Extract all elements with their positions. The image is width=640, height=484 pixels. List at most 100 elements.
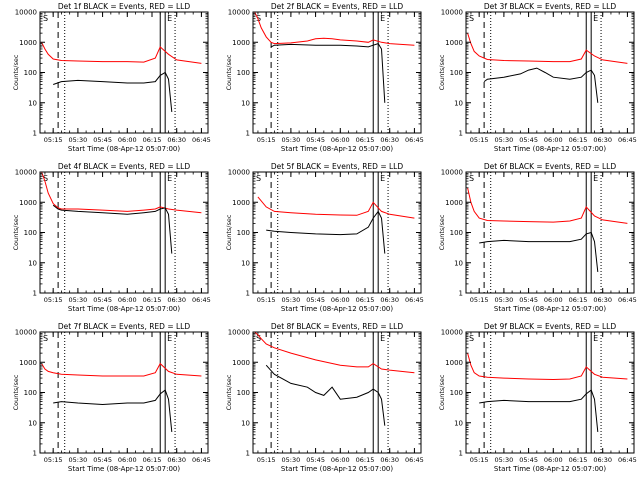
y-tick-label: 1 <box>33 450 37 458</box>
y-tick-label: 100 <box>24 389 37 397</box>
x-tick-label: 06:45 <box>192 296 211 304</box>
x-axis-label: Start Time (08-Apr-12 05:07:00) <box>281 145 393 153</box>
x-tick-label: 06:15 <box>143 456 162 464</box>
y-tick-label: 10 <box>241 99 250 107</box>
events-series-line <box>53 389 173 432</box>
y-tick-label: 10000 <box>228 329 250 337</box>
x-tick-label: 06:45 <box>405 456 424 464</box>
marker-lines <box>57 332 176 453</box>
events-series-line <box>483 67 599 103</box>
series-group <box>254 332 415 426</box>
y-tick-label: 1000 <box>445 199 463 207</box>
marker-lines <box>57 172 176 293</box>
panel-title: Det 4f BLACK = Events, RED = LLD <box>58 162 191 171</box>
x-tick-label: 06:30 <box>167 136 186 144</box>
series-group <box>467 187 628 272</box>
y-tick-label: 1000 <box>232 199 250 207</box>
x-tick-label: 06:00 <box>331 456 350 464</box>
y-tick-label: 1000 <box>19 199 37 207</box>
series-group <box>41 172 202 254</box>
events-series-line <box>479 389 599 432</box>
x-tick-label: 06:45 <box>618 456 637 464</box>
x-axis-label: Start Time (08-Apr-12 05:07:00) <box>281 465 393 473</box>
x-axis-label: Start Time (08-Apr-12 05:07:00) <box>68 305 180 313</box>
x-tick-label: 05:15 <box>257 296 276 304</box>
panel-title: Det 6f BLACK = Events, RED = LLD <box>484 162 617 171</box>
y-tick-label: 100 <box>237 229 250 237</box>
y-tick-label: 10000 <box>228 9 250 17</box>
series-group <box>257 196 415 254</box>
x-tick-label: 06:15 <box>569 296 588 304</box>
x-tick-label: 05:30 <box>495 456 514 464</box>
end-marker-label: E <box>593 334 598 343</box>
x-tick-label: 06:45 <box>192 136 211 144</box>
lld-series-line <box>41 42 202 64</box>
y-tick-label: 1 <box>459 450 463 458</box>
panel-title: Det 3f BLACK = Events, RED = LLD <box>484 2 617 11</box>
x-tick-label: 06:30 <box>380 456 399 464</box>
y-tick-label: 1 <box>33 130 37 138</box>
y-tick-label: 1000 <box>232 39 250 47</box>
detector-panel: Det 3f BLACK = Events, RED = LLD S E 1 10 100… <box>438 2 637 153</box>
detector-panel: Det 5f BLACK = Events, RED = LLD S E 1 10 100… <box>225 162 424 313</box>
x-axis-label: Start Time (08-Apr-12 05:07:00) <box>68 145 180 153</box>
x-tick-label: 06:30 <box>167 296 186 304</box>
y-tick-label: 1 <box>246 130 250 138</box>
y-tick-label: 100 <box>237 389 250 397</box>
start-marker-label: S <box>43 14 48 23</box>
x-tick-label: 06:45 <box>192 456 211 464</box>
y-axis-label: Counts/sec <box>438 214 446 250</box>
y-tick-label: 10 <box>454 419 463 427</box>
marker-lines <box>483 172 602 293</box>
y-axis-label: Counts/sec <box>12 214 20 250</box>
x-tick-label: 05:30 <box>69 456 88 464</box>
x-tick-label: 05:30 <box>282 456 301 464</box>
end-marker-label: E <box>167 174 172 183</box>
start-marker-label: S <box>256 174 261 183</box>
x-tick-label: 06:45 <box>405 136 424 144</box>
events-series-line <box>53 71 173 112</box>
events-series-line <box>266 210 386 254</box>
y-tick-label: 100 <box>237 69 250 77</box>
y-tick-label: 1 <box>246 290 250 298</box>
x-tick-label: 05:45 <box>93 296 112 304</box>
y-tick-label: 100 <box>450 389 463 397</box>
y-tick-label: 10000 <box>15 329 37 337</box>
x-tick-label: 06:00 <box>118 136 137 144</box>
y-tick-label: 10 <box>241 419 250 427</box>
x-axis-label: Start Time (08-Apr-12 05:07:00) <box>494 305 606 313</box>
y-tick-label: 1 <box>33 290 37 298</box>
panel-title: Det 2f BLACK = Events, RED = LLD <box>271 2 404 11</box>
y-tick-label: 100 <box>24 69 37 77</box>
detector-panel: Det 6f BLACK = Events, RED = LLD S E 1 10 100… <box>438 162 637 313</box>
x-tick-label: 05:30 <box>69 296 88 304</box>
end-marker-label: E <box>380 334 385 343</box>
x-tick-label: 06:15 <box>356 456 375 464</box>
lld-series-line <box>254 332 415 374</box>
marker-lines <box>270 332 389 453</box>
end-marker-label: E <box>167 14 172 23</box>
y-tick-label: 10000 <box>15 9 37 17</box>
x-tick-label: 05:45 <box>306 136 325 144</box>
x-tick-label: 06:15 <box>143 296 162 304</box>
x-tick-label: 06:00 <box>544 456 563 464</box>
y-tick-label: 10000 <box>441 169 463 177</box>
lld-series-line <box>467 187 628 224</box>
series-group <box>41 42 202 112</box>
x-tick-label: 06:30 <box>380 136 399 144</box>
y-tick-label: 10000 <box>441 9 463 17</box>
y-tick-label: 10 <box>241 259 250 267</box>
y-axis-label: Counts/sec <box>438 374 446 410</box>
x-tick-label: 05:15 <box>470 456 489 464</box>
x-axis-label: Start Time (08-Apr-12 05:07:00) <box>68 465 180 473</box>
x-tick-label: 06:15 <box>356 136 375 144</box>
x-tick-label: 06:30 <box>593 296 612 304</box>
x-tick-label: 05:30 <box>69 136 88 144</box>
x-tick-label: 05:45 <box>306 296 325 304</box>
x-tick-label: 06:00 <box>544 136 563 144</box>
y-tick-label: 10 <box>28 419 37 427</box>
events-series-line <box>265 364 386 426</box>
x-tick-label: 06:00 <box>544 296 563 304</box>
y-tick-label: 1 <box>459 290 463 298</box>
